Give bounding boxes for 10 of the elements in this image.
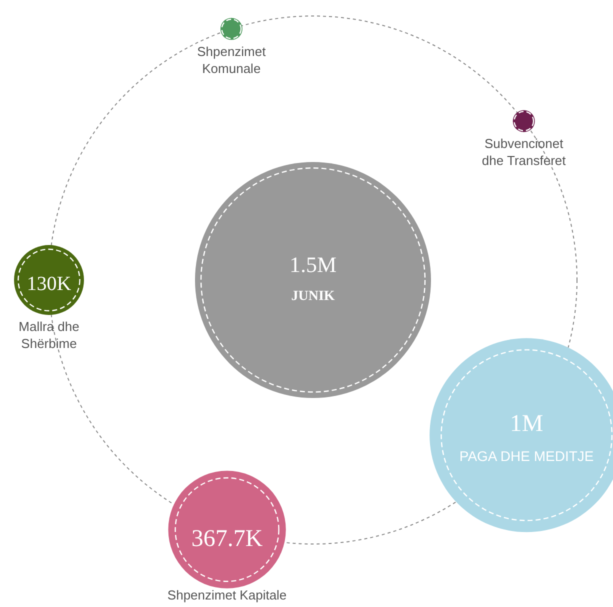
- data-label: 130K: [26, 272, 72, 295]
- data-label: 367.7K: [191, 526, 264, 552]
- data-label: 1M: [510, 411, 544, 438]
- category-label: Mallra dhe Shërbime: [18, 318, 80, 351]
- category-label: PAGA DHE MEDITJE: [459, 448, 594, 464]
- text: JUNIK: [291, 289, 335, 304]
- category-label: Shpenzimet Kapitale: [167, 587, 287, 602]
- text: 1.5M: [289, 252, 337, 277]
- category-label: Shpenzimet Komunale: [197, 44, 266, 76]
- category-label: Subvencionet dhe Transferet: [482, 136, 566, 168]
